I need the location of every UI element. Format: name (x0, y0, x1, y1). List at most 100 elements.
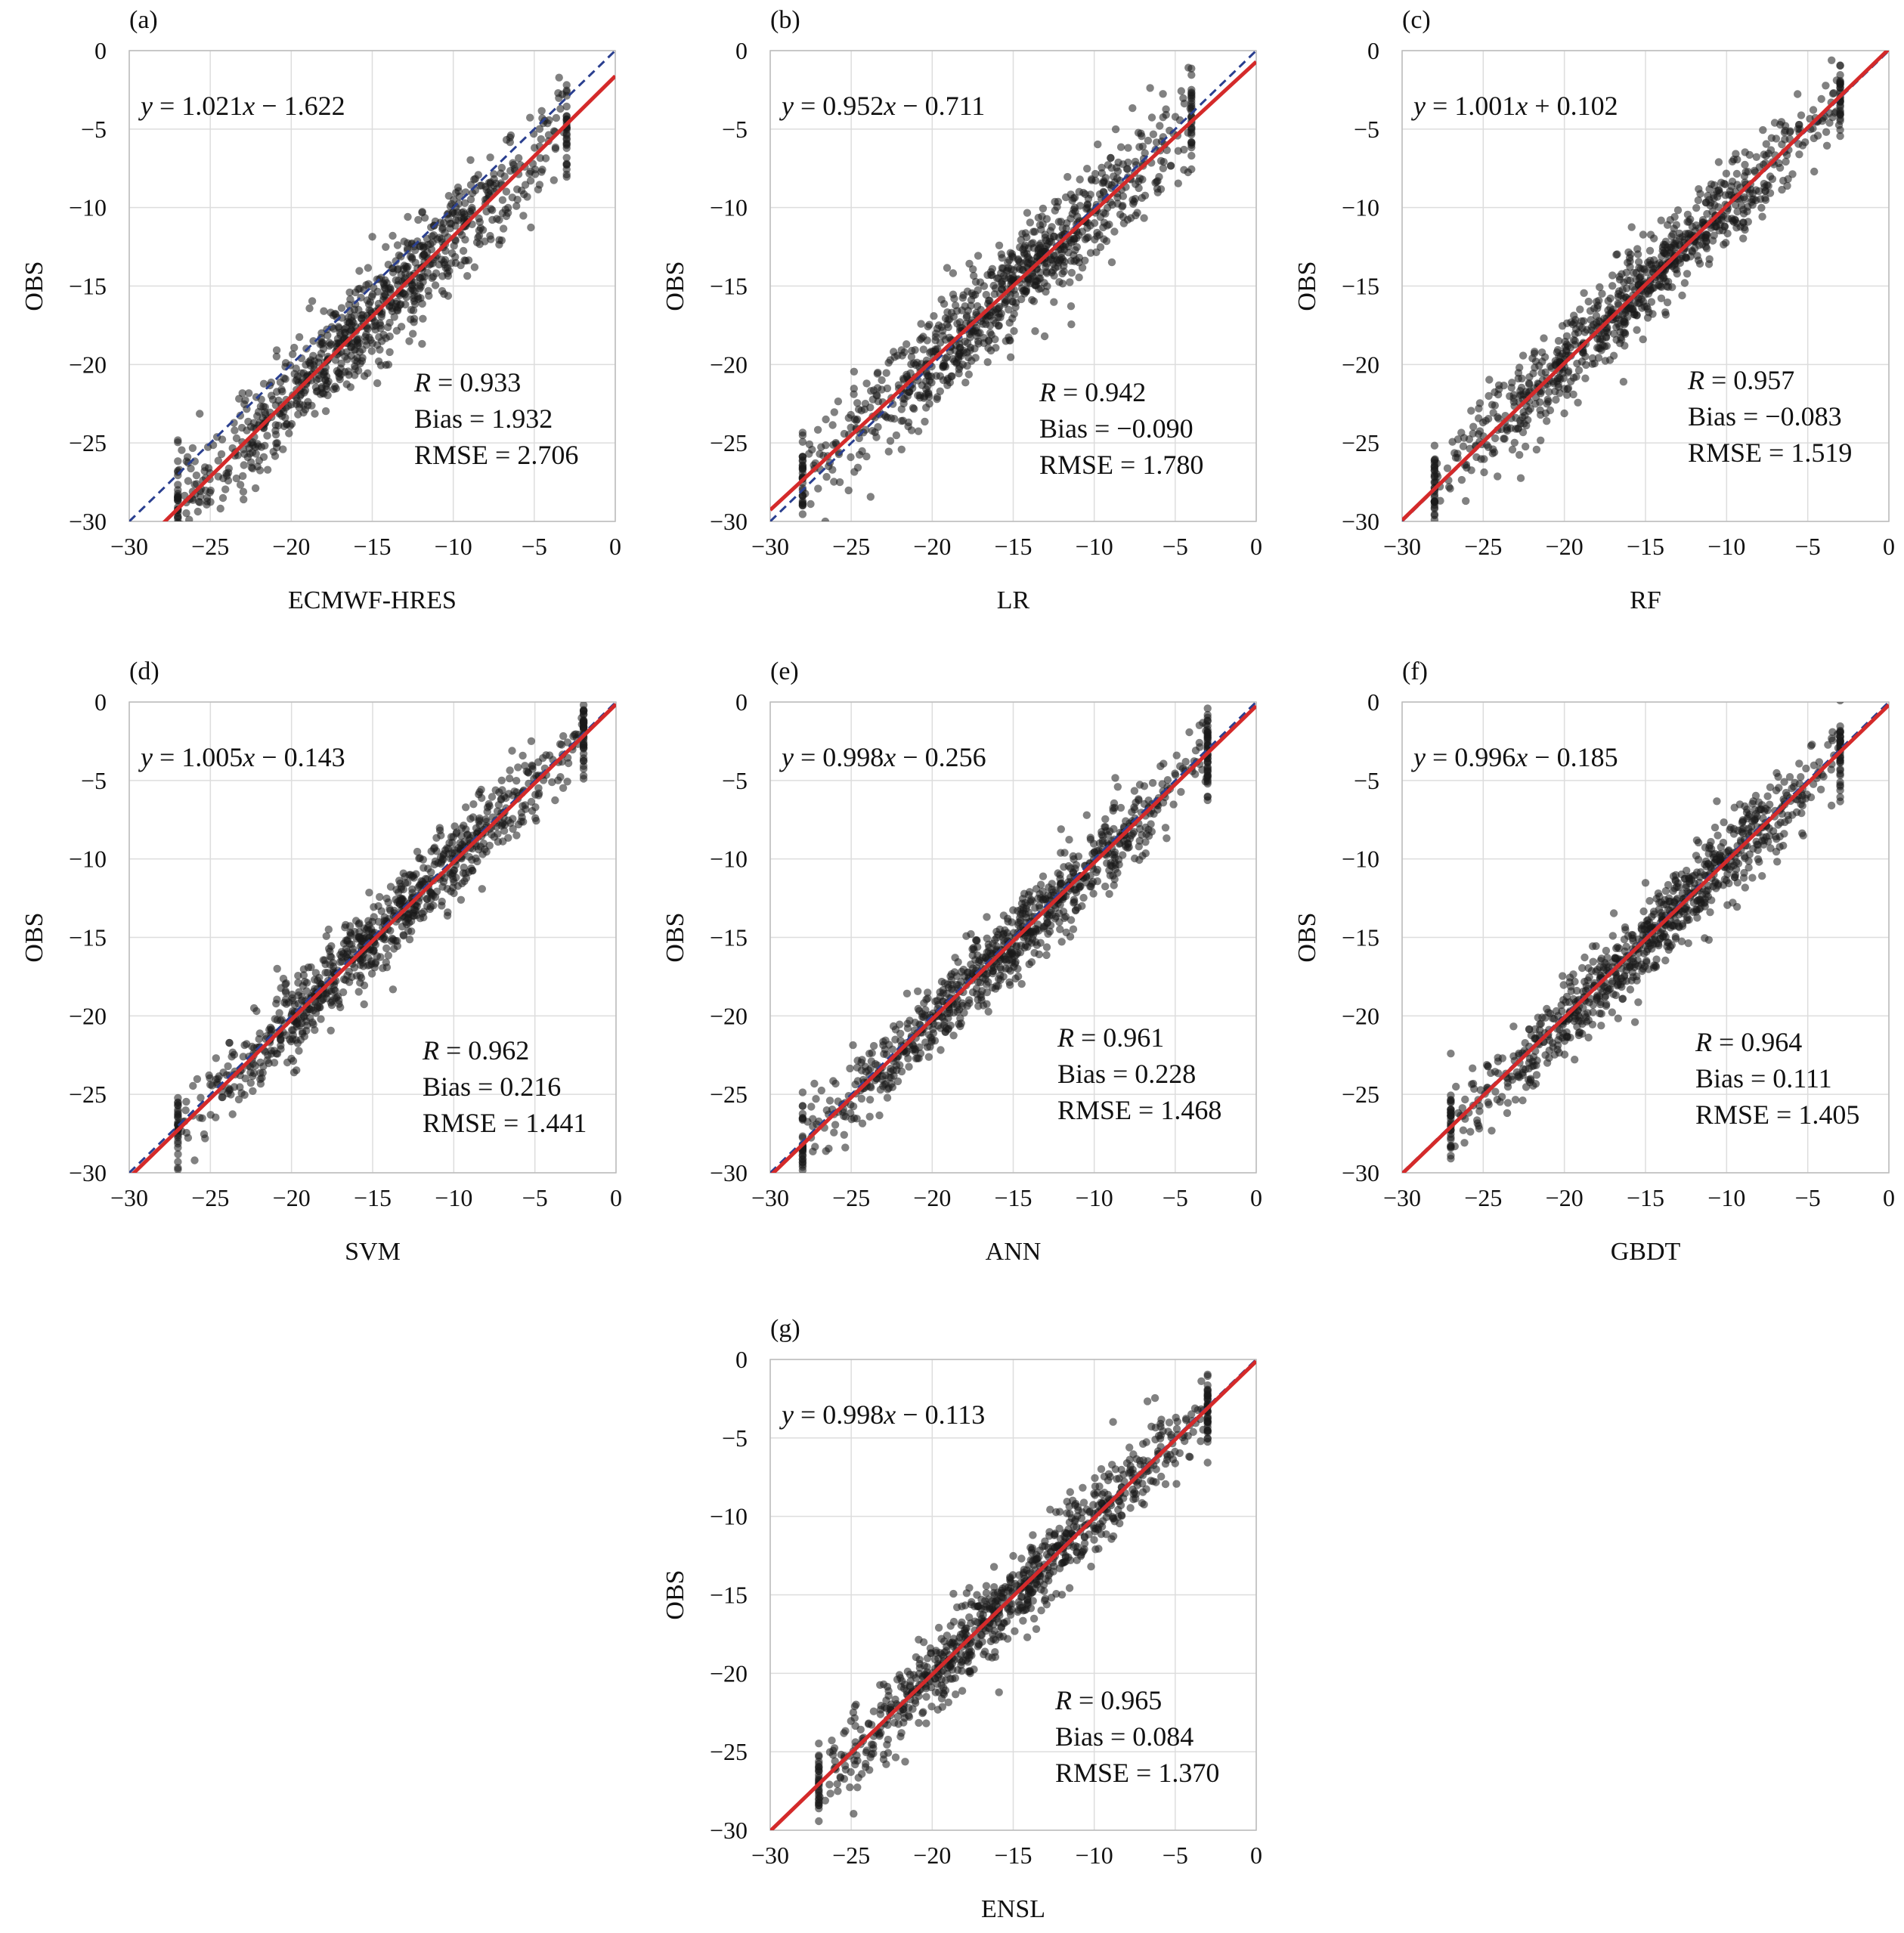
data-point (1552, 395, 1560, 404)
data-point (1836, 101, 1844, 110)
data-point (263, 465, 272, 474)
data-point (1714, 158, 1723, 166)
data-point (309, 337, 317, 345)
data-point (883, 1093, 892, 1102)
data-point (358, 345, 367, 354)
data-point (295, 332, 304, 342)
data-point (266, 1023, 275, 1032)
data-point (187, 464, 195, 473)
data-point (402, 293, 410, 302)
data-point (814, 484, 822, 493)
data-point (1070, 237, 1078, 246)
data-point (927, 372, 936, 381)
x-axis-label: LR (997, 586, 1030, 614)
stat-rmse: RMSE = 1.519 (1688, 438, 1852, 468)
data-point (174, 536, 181, 543)
data-point (384, 898, 392, 907)
data-point (1660, 248, 1668, 257)
data-point (853, 399, 862, 407)
data-point (947, 372, 955, 380)
data-point (1161, 824, 1170, 832)
data-point (498, 196, 507, 204)
data-point (1031, 938, 1040, 946)
data-point (1124, 144, 1132, 152)
data-point (995, 975, 1003, 983)
data-point (1070, 895, 1079, 904)
data-point (1075, 187, 1084, 196)
data-point (1094, 140, 1102, 149)
stat-r: R = 0.942 (1039, 377, 1146, 407)
data-point (1110, 799, 1119, 808)
data-point (509, 159, 517, 167)
data-point (960, 1009, 968, 1017)
data-point (1011, 298, 1020, 307)
data-point (559, 731, 568, 741)
data-point (997, 250, 1006, 258)
data-point (1187, 130, 1196, 139)
data-point (206, 1081, 215, 1089)
data-point (537, 168, 546, 176)
data-point (1110, 848, 1119, 857)
data-point (324, 925, 333, 934)
data-point (404, 878, 412, 887)
data-point (1541, 368, 1550, 376)
data-point (1763, 181, 1771, 189)
x-tick-label: −10 (1707, 1184, 1745, 1211)
data-point (1545, 388, 1553, 396)
x-tick-label: −30 (110, 533, 148, 560)
data-point (1090, 848, 1099, 856)
data-point (579, 724, 588, 732)
data-point (405, 337, 413, 345)
data-point (873, 391, 881, 400)
data-point (968, 951, 977, 960)
data-point (910, 404, 918, 413)
data-point (866, 493, 875, 501)
data-point (1102, 237, 1111, 246)
data-point (245, 444, 253, 453)
data-point (178, 446, 186, 454)
data-point (1462, 496, 1470, 506)
data-point (345, 301, 353, 309)
data-point (955, 339, 964, 348)
data-point (890, 1072, 898, 1080)
data-point (943, 264, 952, 272)
data-point (1608, 282, 1617, 290)
data-point (1537, 410, 1545, 419)
data-point (822, 1147, 830, 1155)
data-point (1075, 253, 1084, 262)
data-point (550, 176, 558, 184)
data-point (476, 181, 485, 190)
data-point (1430, 472, 1439, 481)
data-point (500, 792, 509, 801)
data-point (486, 153, 494, 162)
data-point (277, 1045, 285, 1053)
data-point (964, 996, 974, 1004)
data-point (882, 369, 890, 377)
data-point (1836, 42, 1844, 49)
data-point (1035, 902, 1044, 910)
x-tick-label: −25 (191, 533, 229, 560)
data-point (1454, 435, 1463, 444)
data-point (974, 978, 983, 986)
data-point (1430, 505, 1439, 513)
data-point (991, 284, 1000, 292)
data-point (1619, 378, 1628, 386)
data-point (1105, 889, 1113, 898)
data-point (243, 426, 251, 435)
data-point (174, 1140, 182, 1148)
data-point (1702, 230, 1711, 239)
data-point (193, 1075, 202, 1084)
data-point (1082, 873, 1091, 881)
one-to-one-line (770, 51, 1256, 521)
data-point (502, 187, 511, 196)
scatter-panel-f: −30−30−25−25−20−20−15−15−10−10−5−500(f)G… (1293, 657, 1895, 1266)
data-point (556, 104, 565, 113)
data-point (1822, 82, 1830, 90)
data-point (348, 320, 356, 329)
data-point (472, 238, 481, 246)
data-point (181, 1106, 190, 1115)
data-point (535, 181, 544, 189)
data-point (401, 913, 410, 922)
data-point (311, 410, 319, 418)
data-point (1057, 849, 1065, 857)
